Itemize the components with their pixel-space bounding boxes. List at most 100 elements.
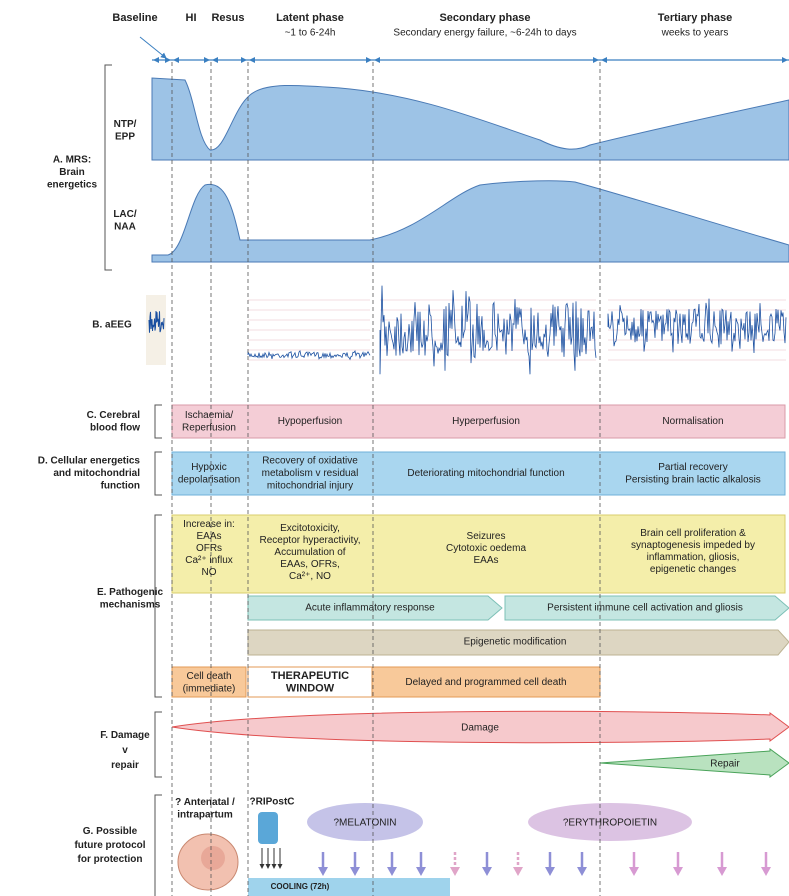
section-label-line: G. Possible: [83, 826, 138, 837]
stage-text-line: metabolism v residual: [262, 468, 359, 479]
phase-title: HI: [186, 12, 197, 24]
stage-text: Ischaemia/Reperfusion: [182, 409, 236, 433]
stage-text-line: Normalisation: [662, 416, 723, 427]
section-label-line: F. Damage: [100, 730, 150, 741]
section-label-line: blood flow: [90, 422, 140, 433]
stage-text-line: depolarisation: [178, 474, 240, 485]
cuff-illustration: [258, 812, 278, 844]
section-label-line: future protocol: [74, 840, 145, 851]
section-label-line: A. MRS:: [53, 154, 91, 165]
phase-title: Resus: [211, 12, 244, 24]
stage-text-line: NO: [202, 567, 217, 578]
protection-text-line: intrapartum: [177, 809, 233, 820]
bracket: [155, 452, 162, 495]
bracket: [155, 405, 162, 438]
dose-arrow-head: [482, 867, 492, 876]
stage-text-line: Accumulation of: [274, 547, 345, 558]
bracket: [105, 65, 112, 270]
stage-text-line: Recovery of oxidative: [262, 455, 358, 466]
stage-text-line: Persisting brain lactic alkalosis: [625, 474, 761, 485]
protection-text: ?RIPostC: [250, 797, 295, 808]
stage-text-line: Seizures: [467, 531, 506, 542]
dose-arrow-head: [350, 867, 360, 876]
stage-text-line: Receptor hyperactivity,: [260, 535, 361, 546]
protection-text: ?ERYTHROPOIETIN: [563, 818, 657, 829]
section-label-line: Brain: [59, 167, 85, 178]
window-text-line: THERAPEUTIC: [271, 670, 349, 682]
stage-text-line: Cytotoxic oedema: [446, 543, 526, 554]
cell-death-text: Cell death(immediate): [183, 670, 236, 694]
stage-text-line: Increase in:: [183, 519, 235, 530]
bracket: [155, 712, 162, 777]
dose-arrow-head: [761, 867, 771, 876]
dose-arrow-head: [673, 867, 683, 876]
window-text-line: WINDOW: [286, 682, 335, 694]
eeg-grid: [149, 286, 786, 375]
delayed-text-line: Delayed and programmed cell death: [405, 677, 566, 688]
cell-death-text-line: (immediate): [183, 683, 236, 694]
stage-text-line: Brain cell proliferation &: [640, 528, 746, 539]
curve-label: NTP/EPP: [114, 118, 137, 142]
section-label-line: v: [122, 745, 128, 756]
repair-arrow: [600, 749, 789, 777]
cuff-arrow-head: [272, 864, 277, 869]
section-label: G. Possible future protocol for protection: [74, 826, 145, 865]
section-label-line: C. Cerebral: [87, 409, 141, 420]
eeg-trace: [608, 299, 786, 353]
section-label: A. MRS:Brainenergetics: [47, 154, 97, 190]
curve-label-line: EPP: [115, 131, 135, 142]
stage-text-line: Ca²⁺, NO: [289, 571, 331, 582]
stage-text-line: epigenetic changes: [650, 564, 736, 575]
cuff-arrow-head: [278, 864, 283, 869]
stage-text-line: Deteriorating mitochondrial function: [407, 468, 564, 479]
curve-label: LAC/NAA: [113, 208, 137, 232]
eeg-trace: [248, 351, 370, 360]
dose-arrow-head: [387, 867, 397, 876]
dose-arrow-head: [318, 867, 328, 876]
stage-text-line: Partial recovery: [658, 461, 727, 472]
section-label: B. aEEG: [92, 320, 132, 331]
curve-label-line: NAA: [114, 221, 136, 232]
stage-text-line: Hyperperfusion: [452, 416, 520, 427]
stage-text: Deteriorating mitochondrial function: [407, 468, 564, 479]
protection-text: COOLING (72h): [271, 882, 330, 891]
ntp-curve: [152, 78, 789, 160]
repair-text: Repair: [710, 759, 740, 770]
stage-text: Normalisation: [662, 416, 723, 427]
fetus-illustration: [201, 846, 225, 870]
stage-text-line: EAAs: [196, 531, 221, 542]
dose-arrow-head: [629, 867, 639, 876]
section-label-line: mechanisms: [100, 599, 161, 610]
section-label-line: function: [101, 480, 140, 491]
curve-label-line: LAC/: [113, 208, 137, 219]
stage-text-line: mitochondrial injury: [267, 480, 353, 491]
delayed-text: Delayed and programmed cell death: [405, 677, 566, 688]
stage-text-line: EAAs, OFRs,: [280, 559, 339, 570]
stage-text: Recovery of oxidative metabolism v residu…: [262, 455, 359, 491]
dose-arrow-head: [450, 867, 460, 876]
dose-arrow-head: [717, 867, 727, 876]
phase-title: Baseline: [112, 12, 157, 24]
bracket: [155, 795, 162, 896]
protection-text: ? Antenatal /intrapartum: [175, 796, 235, 820]
stage-text-line: Reperfusion: [182, 422, 236, 433]
dose-arrow-head: [513, 867, 523, 876]
section-label-line: for protection: [78, 854, 143, 865]
stage-text-line: Excitotoxicity,: [280, 523, 340, 534]
lac-curve: [152, 181, 789, 262]
inflammation-text: Acute inflammatory response: [305, 603, 435, 614]
dose-arrow-head: [416, 867, 426, 876]
dose-arrow-head: [545, 867, 555, 876]
epigenetic-text: Epigenetic modification: [464, 637, 567, 648]
cuff-arrow-head: [266, 864, 271, 869]
phase-title: Latent phase: [276, 12, 344, 24]
stage-text-line: Hypoperfusion: [278, 416, 342, 427]
diagram: BaselineHIResusLatent phase~1 to 6-24hSe…: [0, 0, 789, 896]
curve-label-line: NTP/: [114, 118, 137, 129]
section-label-line: D. Cellular energetics: [38, 455, 141, 466]
stage-text-line: EAAs: [473, 555, 498, 566]
section-label: C. Cerebral blood flow: [87, 409, 141, 433]
cuff-arrow-head: [260, 864, 265, 869]
